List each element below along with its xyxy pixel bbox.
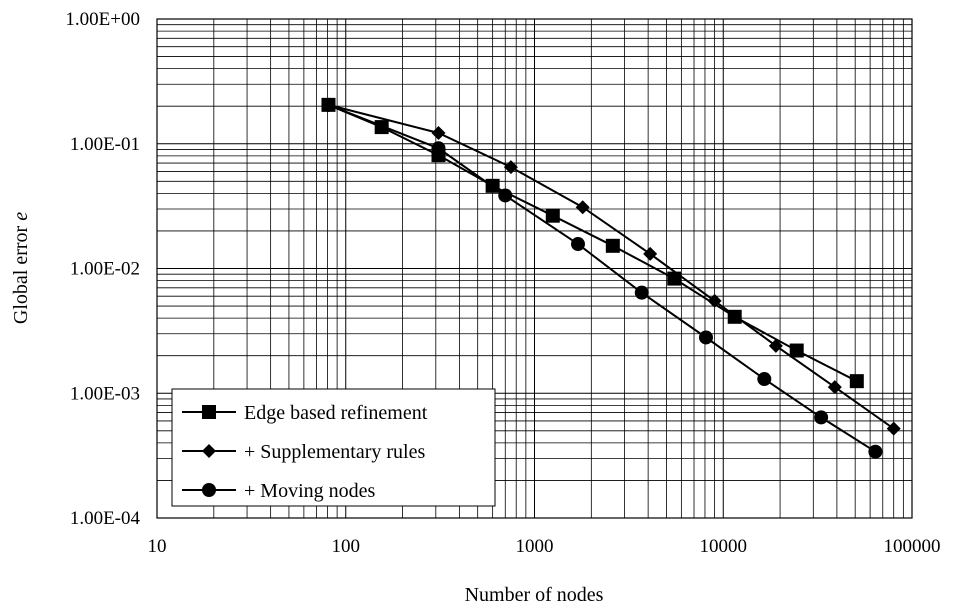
- data-point-square: [605, 238, 620, 253]
- legend-item: + Supplementary rules: [182, 441, 425, 463]
- x-tick-label: 10: [148, 536, 167, 557]
- legend: Edge based refinement + Supplementary rul…: [171, 388, 496, 507]
- legend-item: + Moving nodes: [182, 480, 375, 502]
- legend-label: + Moving nodes: [244, 480, 375, 502]
- series-line-square: [328, 103, 858, 383]
- data-point-diamond: [643, 246, 658, 261]
- legend-label: Edge based refinement: [244, 402, 428, 424]
- data-point-diamond: [503, 160, 518, 175]
- x-axis-title: Number of nodes: [465, 584, 604, 606]
- data-point-circle: [868, 444, 883, 459]
- x-tick-label: 100: [332, 536, 361, 557]
- data-point-diamond: [431, 125, 446, 140]
- series-circle: [321, 97, 883, 459]
- y-tick-label: 1.00E-04: [70, 508, 141, 529]
- legend-items: Edge based refinement + Supplementary rul…: [182, 402, 428, 502]
- legend-item: Edge based refinement: [182, 402, 428, 424]
- y-tick-label: 1.00E+00: [65, 9, 140, 30]
- legend-marker-diamond: [202, 444, 216, 458]
- series-square: [321, 97, 864, 389]
- x-tick-label: 10000: [700, 536, 748, 557]
- data-point-diamond: [707, 293, 722, 308]
- data-point-square: [667, 271, 682, 286]
- y-tick-label: 1.00E-02: [70, 259, 140, 280]
- x-tick-label: 1000: [516, 536, 554, 557]
- data-point-circle: [814, 410, 829, 425]
- y-axis-title-text: Global error: [10, 221, 32, 324]
- y-tick-label: 1.00E-01: [70, 134, 140, 155]
- data-point-circle: [498, 188, 513, 203]
- data-point-circle: [698, 330, 713, 345]
- data-point-circle: [634, 285, 649, 300]
- data-point-circle: [570, 237, 585, 252]
- data-point-square: [849, 374, 864, 389]
- y-axis-title-variable: e: [10, 212, 32, 221]
- data-point-diamond: [827, 380, 842, 395]
- data-point-circle: [431, 141, 446, 156]
- data-point-square: [789, 343, 804, 358]
- data-point-diamond: [575, 200, 590, 215]
- data-point-diamond: [886, 421, 901, 436]
- legend-marker-circle: [202, 483, 216, 497]
- plot-area-border: [156, 18, 913, 519]
- data-point-circle: [757, 372, 772, 387]
- x-tick-label: 100000: [884, 536, 941, 557]
- series-diamond: [321, 97, 901, 436]
- y-axis-title: Global error e: [10, 212, 32, 324]
- series-layer: [321, 97, 901, 459]
- data-point-square: [545, 208, 560, 223]
- legend-box: [171, 388, 496, 507]
- legend-label: + Supplementary rules: [244, 441, 425, 463]
- data-point-circle: [321, 97, 336, 112]
- tick-labels: 10 100 1000 10000 100000 1.00E+00 1.00E-01 1.00…: [65, 9, 940, 557]
- legend-marker-square: [202, 405, 216, 419]
- y-tick-label: 1.00E-03: [70, 383, 140, 404]
- data-point-diamond: [768, 338, 783, 353]
